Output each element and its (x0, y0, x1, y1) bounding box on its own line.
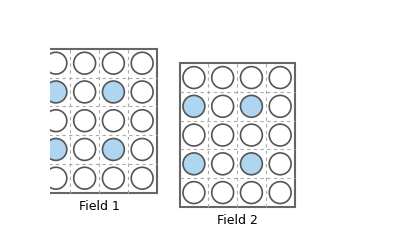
Text: Field 1: Field 1 (78, 200, 119, 213)
Circle shape (131, 110, 153, 132)
Circle shape (131, 139, 153, 160)
Circle shape (131, 167, 153, 189)
Circle shape (131, 52, 153, 74)
Circle shape (45, 52, 67, 74)
Circle shape (102, 81, 124, 103)
Circle shape (269, 124, 291, 146)
Circle shape (183, 67, 205, 88)
Text: Field 2: Field 2 (217, 214, 258, 227)
Circle shape (183, 124, 205, 146)
Circle shape (74, 167, 96, 189)
Circle shape (212, 95, 234, 117)
Circle shape (102, 167, 124, 189)
Circle shape (183, 95, 205, 117)
Circle shape (269, 153, 291, 175)
Circle shape (74, 139, 96, 160)
Circle shape (269, 95, 291, 117)
Circle shape (269, 182, 291, 204)
Circle shape (240, 182, 262, 204)
Circle shape (212, 124, 234, 146)
Circle shape (45, 110, 67, 132)
Circle shape (102, 110, 124, 132)
Circle shape (183, 153, 205, 175)
Circle shape (212, 153, 234, 175)
Circle shape (240, 124, 262, 146)
Circle shape (212, 182, 234, 204)
Circle shape (45, 167, 67, 189)
Circle shape (183, 182, 205, 204)
Circle shape (45, 139, 67, 160)
Circle shape (102, 139, 124, 160)
Circle shape (74, 81, 96, 103)
Circle shape (131, 81, 153, 103)
Circle shape (240, 153, 262, 175)
Circle shape (102, 52, 124, 74)
Circle shape (269, 67, 291, 88)
Bar (41, 49, 156, 193)
Bar (179, 63, 295, 207)
Circle shape (240, 95, 262, 117)
Circle shape (240, 67, 262, 88)
Circle shape (74, 52, 96, 74)
Circle shape (212, 67, 234, 88)
Circle shape (74, 110, 96, 132)
Circle shape (45, 81, 67, 103)
